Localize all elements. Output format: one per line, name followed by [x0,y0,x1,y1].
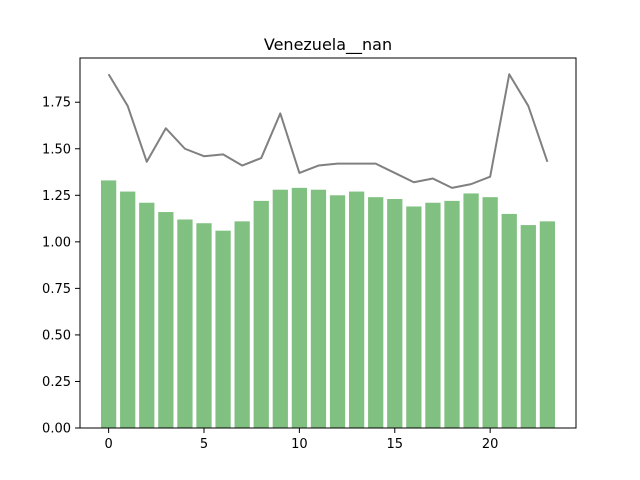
bar-9 [272,189,288,428]
x-tick-label: 5 [200,437,208,452]
bar-17 [425,202,441,428]
bar-11 [310,189,327,428]
bar-23 [539,221,556,428]
bar-3 [158,212,174,428]
line-series-path [107,73,549,189]
line-series [107,73,549,189]
chart-title: Venezuela__nan [264,35,392,55]
x-tick-label: 10 [291,437,308,452]
bar-21 [501,213,517,428]
bar-7 [234,221,250,428]
x-tick-label: 20 [482,437,499,452]
y-tick-label: 1.00 [42,235,71,250]
y-tick-label: 0.50 [42,328,71,343]
bar-15 [387,199,403,428]
y-tick-label: 0.00 [42,422,71,437]
bar-12 [329,195,346,428]
y-axis: 0.00 0.25 0.50 0.75 1.00 1.25 1.50 1.75 [42,96,80,437]
bar-14 [368,197,384,428]
y-tick-label: 1.75 [42,96,71,111]
bar-16 [406,206,422,428]
bar-5 [196,223,212,428]
y-tick-label: 1.25 [42,189,71,204]
bar-6 [215,230,231,428]
x-tick-label: 0 [104,437,112,452]
bar-20 [482,197,498,428]
bar-4 [177,219,193,428]
bar-0 [100,180,117,428]
bar-10 [291,187,308,428]
bar-18 [444,200,460,428]
bar-13 [348,191,365,428]
y-tick-label: 0.25 [42,375,71,390]
bar-19 [463,193,479,428]
bar-1 [120,191,136,428]
bar-22 [520,225,536,428]
bar-8 [253,200,269,428]
bar-2 [139,202,155,428]
y-tick-label: 0.75 [42,282,71,297]
x-axis: 0 5 10 15 20 [104,428,498,452]
bar-series [100,180,556,428]
plot-frame [79,57,577,429]
y-tick-label: 1.50 [42,142,71,157]
x-tick-label: 15 [386,437,403,452]
